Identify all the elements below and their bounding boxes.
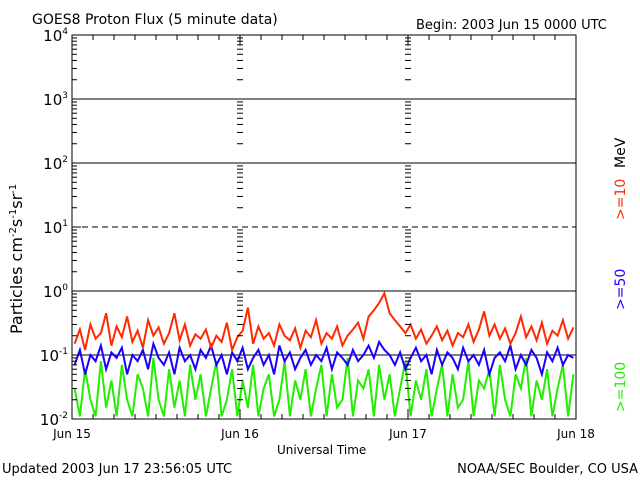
y-tick-label: 10-2 (40, 411, 68, 429)
x-tick-label: Jun 16 (220, 427, 259, 441)
footer-source: NOAA/SEC Boulder, CO USA (457, 462, 638, 477)
y-tick-labels: 104 103 102 101 100 10-1 10-2 (40, 27, 68, 429)
plot-frame (71, 34, 577, 420)
legend-item: >=10 (613, 179, 629, 220)
x-axis-label: Universal Time (277, 443, 366, 457)
series-line-50MeV (73, 339, 574, 379)
x-tick-label: Jun 17 (388, 427, 427, 441)
y-tick-label: 100 (43, 283, 68, 301)
chart-title: GOES8 Proton Flux (5 minute data) (32, 12, 278, 28)
x-tick-labels: Jun 15 Jun 16 Jun 17 Jun 18 (52, 427, 595, 441)
x-tick-label: Jun 15 (52, 427, 91, 441)
legend-item: >=50 (613, 269, 629, 310)
legend-item: >=100 (613, 362, 629, 412)
y-tick-label: 103 (43, 91, 68, 109)
series-line-100MeV (73, 357, 575, 417)
footer-updated: Updated 2003 Jun 17 23:56:05 UTC (2, 462, 232, 477)
y-tick-label: 10-1 (40, 347, 68, 365)
legend: >=10 MeV >=50 >=100 (613, 137, 629, 412)
series-line-10MeV (73, 290, 575, 354)
x-tick-label: Jun 18 (556, 427, 595, 441)
grid-lines (72, 98, 576, 356)
chart-begin-time: Begin: 2003 Jun 15 0000 UTC (416, 18, 607, 33)
y-axis-label: Particles cm-2s-1sr-1 (7, 184, 26, 334)
axis-ticks (72, 35, 556, 420)
y-tick-label: 101 (43, 219, 68, 237)
y-tick-label: 102 (43, 155, 68, 173)
series-group (73, 290, 575, 417)
y-tick-label: 104 (43, 27, 68, 45)
legend-item: MeV (613, 137, 629, 168)
